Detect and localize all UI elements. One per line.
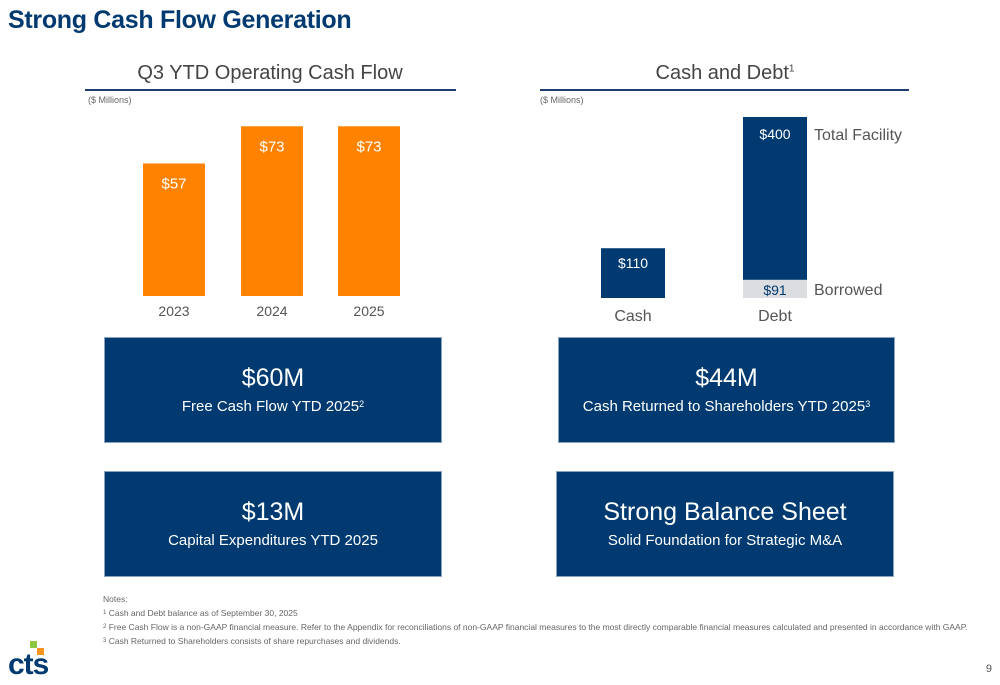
kpi-value: $60M bbox=[241, 364, 305, 392]
data-label: $91 bbox=[763, 282, 787, 298]
footnotes: Notes: 1 Cash and Debt balance as of Sep… bbox=[103, 592, 968, 648]
bar-borrowed bbox=[743, 279, 807, 298]
kpi-label: Free Cash Flow YTD 20252 bbox=[181, 398, 365, 415]
units-label: ($ Millions) bbox=[540, 95, 584, 105]
annotation-borrowed: Borrowed bbox=[814, 282, 882, 299]
data-label: $73 bbox=[356, 138, 381, 155]
logo-orange-square bbox=[37, 648, 44, 655]
page-title: Strong Cash Flow Generation bbox=[8, 6, 352, 34]
x-tick-label: Cash bbox=[614, 308, 651, 325]
data-label: $110 bbox=[618, 255, 648, 271]
x-tick-label: Debt bbox=[758, 308, 792, 325]
note-item: 3 Cash Returned to Shareholders consists… bbox=[103, 636, 401, 646]
operating-cash-flow-chart: $57 2023 $73 2024 $73 2025 bbox=[143, 126, 400, 319]
kpi-value: $44M bbox=[695, 364, 758, 392]
kpi-cash-returned: $44M Cash Returned to Shareholders YTD 2… bbox=[558, 337, 895, 443]
kpi-label: Solid Foundation for Strategic M&A bbox=[607, 532, 843, 549]
kpi-value: Strong Balance Sheet bbox=[603, 498, 847, 526]
footnote-ref: 1 bbox=[788, 63, 795, 75]
kpi-capex: $13M Capital Expenditures YTD 2025 bbox=[104, 471, 442, 577]
cash-and-debt-chart: $110 Cash $400 $91 Debt Total Facility Borrowe… bbox=[601, 117, 902, 325]
chart-title-rule bbox=[540, 89, 909, 91]
data-label: $400 bbox=[759, 126, 790, 142]
cts-logo: cts bbox=[8, 641, 50, 677]
page-number: 9 bbox=[985, 663, 992, 675]
kpi-balance-sheet: Strong Balance Sheet Solid Foundation fo… bbox=[556, 471, 894, 577]
kpi-label: Capital Expenditures YTD 2025 bbox=[168, 532, 378, 549]
data-label: $57 bbox=[161, 175, 186, 192]
x-tick-label: 2024 bbox=[256, 303, 287, 319]
bar-2025 bbox=[338, 126, 400, 297]
annotation-total-facility: Total Facility bbox=[814, 127, 902, 144]
note-item: 1 Cash and Debt balance as of September … bbox=[103, 608, 298, 618]
x-tick-label: 2023 bbox=[158, 303, 189, 319]
note-item: 2 Free Cash Flow is a non-GAAP financial… bbox=[103, 622, 968, 632]
kpi-label: Cash Returned to Shareholders YTD 20253 bbox=[582, 398, 871, 415]
logo-text: cts bbox=[8, 648, 49, 677]
chart-title-operating-cash-flow: Q3 YTD Operating Cash Flow bbox=[137, 62, 403, 84]
bar-total-facility bbox=[743, 117, 807, 280]
chart-title-text: Cash and Debt bbox=[655, 62, 789, 84]
data-label: $73 bbox=[259, 138, 284, 155]
bar-2023 bbox=[143, 163, 205, 296]
x-tick-label: 2025 bbox=[353, 303, 384, 319]
kpi-value: $13M bbox=[241, 498, 305, 526]
chart-title-rule bbox=[85, 89, 456, 91]
notes-heading: Notes: bbox=[103, 594, 128, 604]
kpi-free-cash-flow: $60M Free Cash Flow YTD 20252 bbox=[104, 337, 442, 443]
bar-cash bbox=[601, 248, 665, 298]
chart-title-cash-and-debt: Cash and Debt1 bbox=[540, 62, 910, 85]
bar-2024 bbox=[241, 126, 303, 297]
units-label: ($ Millions) bbox=[88, 95, 132, 105]
logo-green-square bbox=[30, 641, 37, 648]
